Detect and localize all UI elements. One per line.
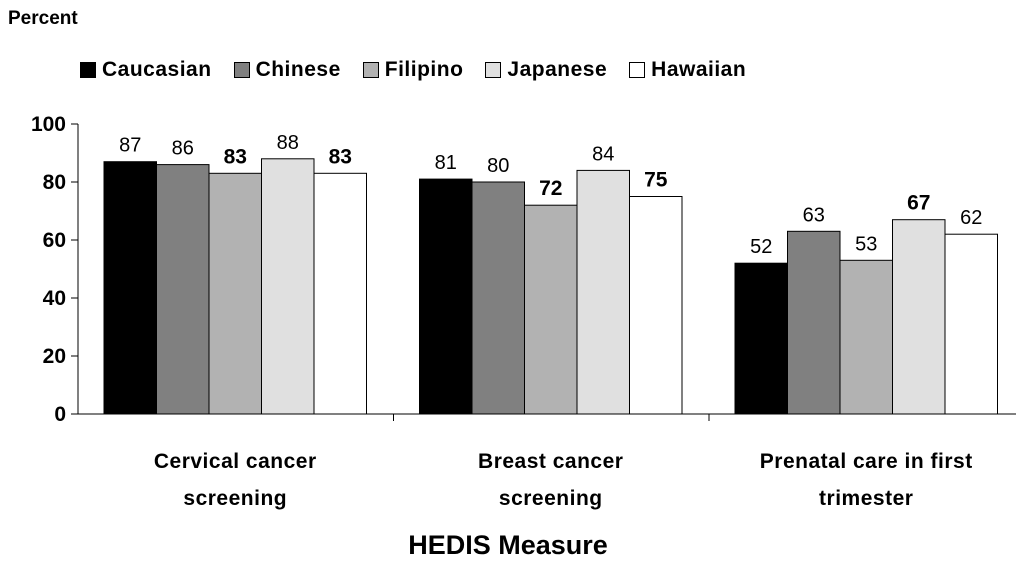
legend-swatch-filipino [362,62,379,78]
bar-chart: 0 20 40 60 80 100 87 86 83 88 83 Cervical cancer scr… [31,113,1016,510]
bar-hawaiian [944,233,998,415]
data-label: 75 [644,169,668,192]
legend-label-chinese: Chinese [255,58,341,81]
bar-filipino [839,259,893,415]
data-label: 87 [119,135,141,157]
x-axis-title: HEDIS Measure [408,530,608,560]
data-label: 88 [277,132,299,154]
data-label: 83 [224,145,247,168]
bar-chinese [471,181,525,415]
y-tick-label: 20 [43,345,66,368]
bar-hawaiian [313,172,367,415]
legend-label-japanese: Japanese [507,58,608,81]
y-tick-label: 80 [43,171,66,194]
category-label: Breast cancer [478,450,623,473]
bar-filipino [524,204,578,415]
y-axis-title: Percent [8,8,78,29]
legend-item-hawaiian: Hawaiian [629,58,746,82]
legend-item-filipino: Filipino [362,58,464,82]
bar-caucasian [419,178,473,415]
y-tick-label: 40 [43,287,66,310]
y-tick-label: 100 [31,113,66,136]
bar-chinese [787,230,841,415]
data-label: 81 [435,152,457,174]
legend-swatch-chinese [233,62,250,78]
category-label: trimester [819,487,913,510]
bar-japanese [261,158,315,415]
legend: Caucasian Chinese Filipino Japanese Hawa… [80,58,746,82]
legend-swatch-hawaiian [629,62,646,78]
category-label: Cervical cancer [154,450,317,473]
data-label: 67 [907,192,930,215]
bar-caucasian [103,161,157,415]
legend-item-caucasian: Caucasian [80,58,212,82]
data-label: 86 [172,138,194,160]
data-label: 80 [487,155,509,177]
category-label: screening [499,487,603,510]
legend-swatch-japanese [485,62,502,78]
data-label: 52 [750,236,772,258]
data-label: 53 [855,233,877,255]
data-label: 63 [803,204,825,226]
data-label: 62 [960,207,982,229]
legend-label-hawaiian: Hawaiian [651,58,747,81]
bar-hawaiian [629,196,683,415]
bar-japanese [576,169,630,415]
bar-japanese [892,219,946,415]
category-label: screening [183,487,287,510]
bar-filipino [208,172,262,415]
legend-label-filipino: Filipino [384,58,464,81]
legend-label-caucasian: Caucasian [102,58,212,81]
y-tick-label: 60 [43,229,66,252]
y-tick-label: 0 [54,403,66,426]
category-label: Prenatal care in first [760,450,973,473]
legend-item-japanese: Japanese [485,58,607,82]
bar-chinese [156,164,210,415]
data-label: 83 [329,145,352,168]
data-label: 72 [539,177,562,200]
legend-swatch-caucasian [80,62,96,78]
legend-item-chinese: Chinese [233,58,341,82]
data-label: 84 [592,143,614,165]
bar-caucasian [734,262,788,415]
